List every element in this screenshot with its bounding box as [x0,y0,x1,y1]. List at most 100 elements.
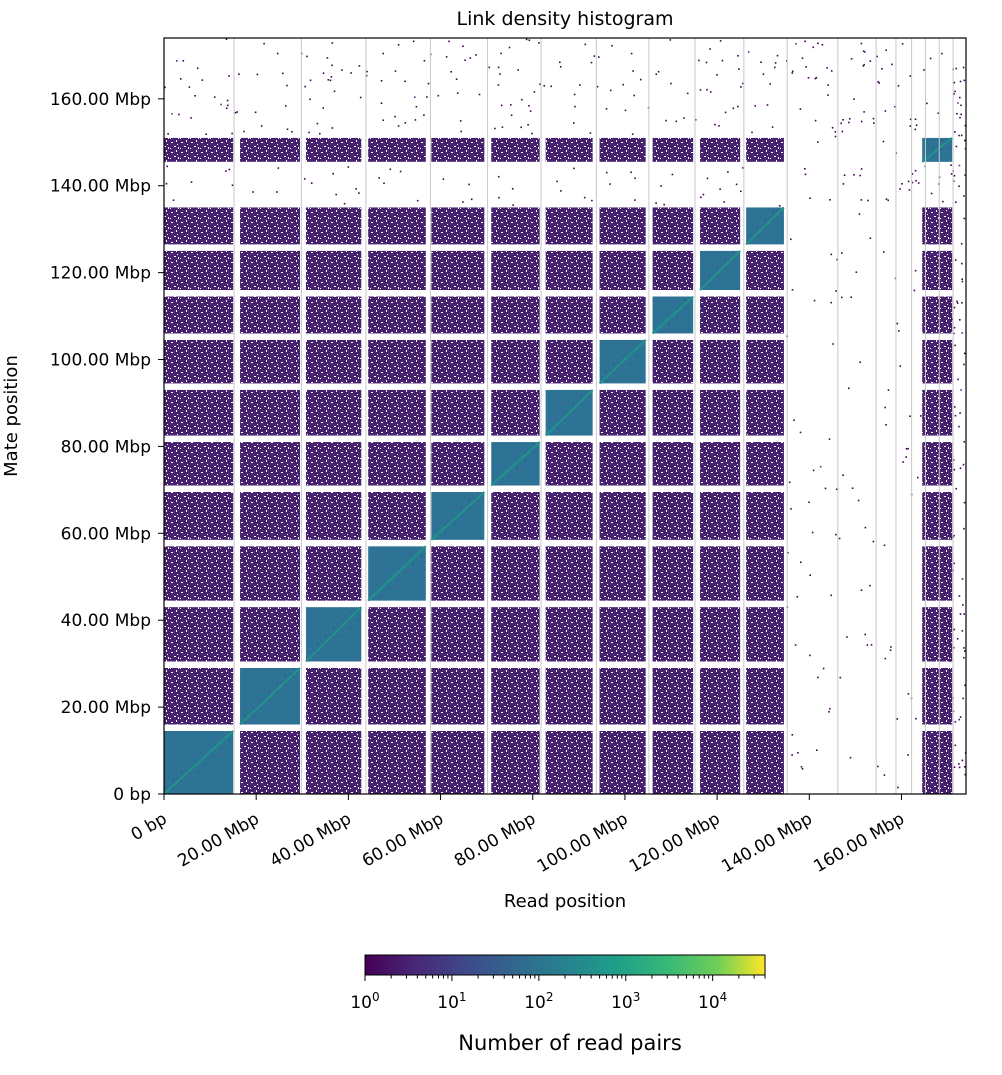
sparse-point [869,237,872,239]
sparse-point [864,633,866,636]
sparse-point [706,88,708,91]
contact-block [240,250,300,290]
sparse-point [826,67,828,69]
sparse-point [942,200,944,203]
block-texture [746,607,784,662]
sparse-point [611,45,613,47]
sparse-point [382,119,385,121]
sparse-point [499,73,501,75]
sparse-point [804,173,807,176]
contact-block [700,668,741,725]
contact-block [491,137,540,162]
sparse-point [742,167,744,169]
block-texture [746,731,784,794]
sparse-point [954,414,957,417]
block-texture [545,137,593,162]
sparse-point [809,654,811,657]
block-texture [922,668,953,725]
sparse-point [839,676,842,679]
sparse-point [511,188,514,190]
sparse-point [834,131,837,133]
sparse-point [853,174,855,176]
sparse-point [816,749,818,751]
sparse-point [414,119,417,121]
sparse-point [828,438,831,440]
block-texture [305,492,362,540]
sparse-point [228,168,231,171]
block-texture [599,442,646,486]
contact-block [599,731,646,794]
sparse-point [963,217,966,220]
contact-block [164,250,234,290]
sparse-point [414,96,416,98]
block-texture [240,207,300,245]
sparse-point [953,175,956,177]
contact-block [431,207,485,245]
contact-block [545,339,593,384]
block-texture [164,296,234,334]
sparse-point [927,257,929,260]
sparse-point [828,711,830,713]
block-texture [368,607,426,662]
colorbar-gradient [364,954,766,976]
sparse-point [543,85,545,87]
sparse-point [815,76,818,79]
sparse-point [909,118,912,121]
block-texture [746,389,784,436]
sparse-point [394,70,397,72]
sparse-point [254,111,257,114]
contact-block [700,296,741,334]
sparse-point [882,140,885,143]
sparse-point [573,122,575,124]
sparse-point [333,90,336,93]
sparse-point [896,718,899,720]
sparse-point [573,93,576,96]
sparse-point [791,289,794,291]
sparse-point [908,189,911,191]
block-texture [545,546,593,601]
block-texture [164,668,234,725]
diagonal-line [305,606,363,663]
sparse-point [963,766,966,768]
sparse-point [167,133,169,135]
block-texture [305,442,362,486]
contact-block [746,607,784,662]
contact-block [305,731,362,794]
sparse-point [309,79,312,82]
contact-block [491,607,540,662]
sparse-point [897,786,899,789]
sparse-point [809,197,811,199]
block-texture [599,546,646,601]
contact-block [700,607,741,662]
contact-block [368,207,426,245]
sparse-point [901,183,903,185]
sparse-point [955,487,957,490]
block-texture [599,731,646,794]
sparse-point [399,170,402,173]
sparse-point [331,127,334,129]
sparse-point [732,107,735,110]
contact-block [240,731,300,794]
sparse-point [962,463,965,466]
sparse-point [404,122,407,124]
block-texture [431,389,485,436]
sparse-point [915,124,918,126]
sparse-point [609,89,612,92]
contact-block [240,339,300,384]
block-texture [368,250,426,290]
sparse-point [824,487,827,490]
sparse-point [529,110,532,112]
contact-block [700,442,741,486]
sparse-point [963,657,965,659]
sparse-point [862,65,865,67]
sparse-point [838,537,841,540]
contact-block [652,137,694,162]
sparse-point [655,202,657,204]
contact-block [164,389,234,436]
sparse-point [953,534,955,537]
block-texture [491,492,540,540]
block-texture [599,137,646,162]
block-texture [652,492,694,540]
contact-block [545,668,593,725]
sparse-point [860,199,863,201]
